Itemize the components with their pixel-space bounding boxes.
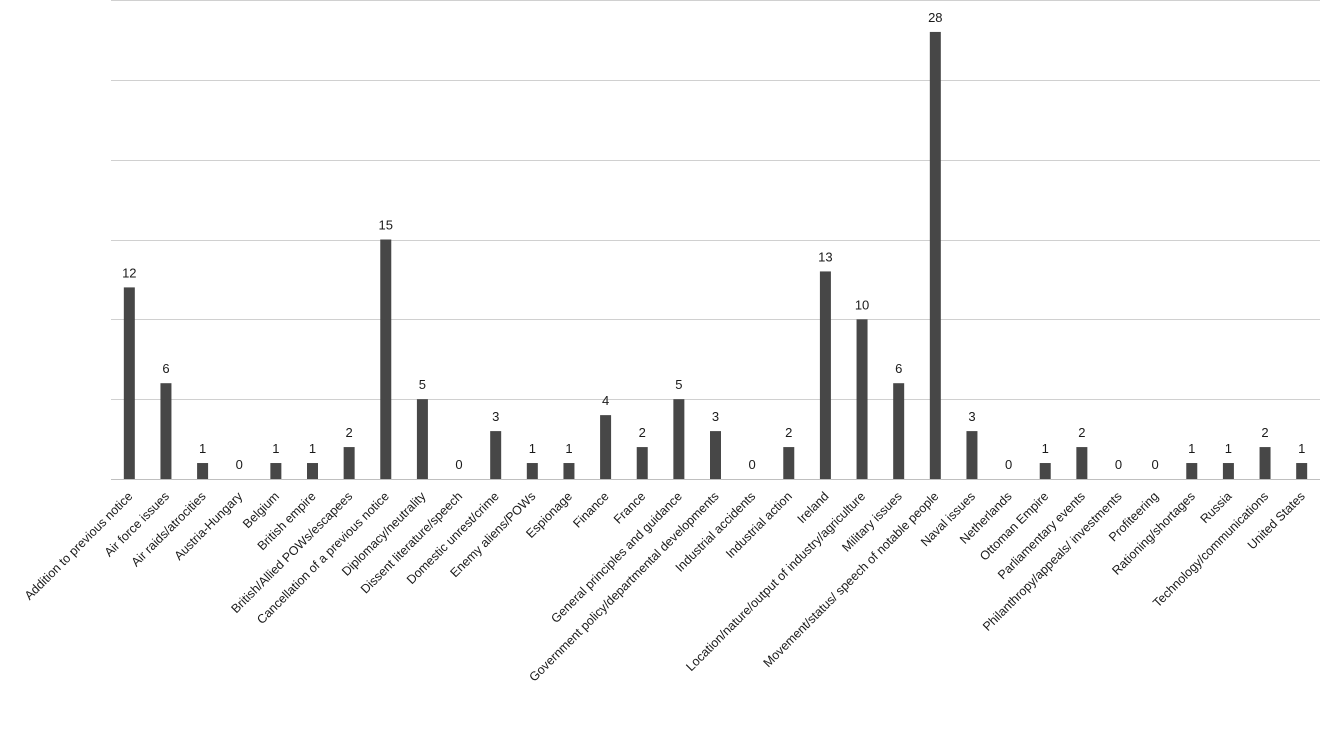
- data-label: 0: [236, 457, 243, 472]
- bar: [123, 287, 135, 479]
- data-label: 0: [455, 457, 462, 472]
- data-label: 1: [1298, 441, 1305, 456]
- bar: [343, 447, 355, 479]
- data-label: 4: [602, 393, 609, 408]
- bar: [1296, 463, 1308, 479]
- bar: [270, 463, 282, 479]
- data-label: 1: [1225, 441, 1232, 456]
- bar: [1039, 463, 1051, 479]
- bar: [490, 431, 502, 479]
- data-label: 15: [379, 218, 393, 233]
- bar: [1076, 447, 1088, 479]
- bar: [526, 463, 538, 479]
- data-label: 0: [749, 457, 756, 472]
- bar: [856, 319, 868, 479]
- bar: [673, 399, 685, 479]
- data-label: 2: [785, 425, 792, 440]
- data-label: 3: [968, 409, 975, 424]
- data-label: 10: [855, 297, 869, 312]
- bar: [416, 399, 428, 479]
- data-label: 0: [1115, 457, 1122, 472]
- data-label: 5: [419, 377, 426, 392]
- data-label: 28: [928, 10, 942, 25]
- bar: [929, 31, 941, 480]
- bar: [307, 463, 318, 479]
- bar: [1222, 463, 1234, 479]
- bar: [160, 383, 172, 479]
- data-label: 1: [272, 441, 279, 456]
- data-label: 2: [1078, 425, 1085, 440]
- data-label: 3: [712, 409, 719, 424]
- category-label: Finance: [570, 489, 611, 530]
- bars: [123, 31, 1308, 480]
- category-label: Movement/status/ speech of notable peopl…: [761, 489, 942, 670]
- category-label: Austria-Hungary: [172, 489, 246, 563]
- bar: [563, 463, 575, 479]
- bar: [893, 383, 905, 479]
- data-label: 6: [895, 361, 902, 376]
- data-label: 2: [1261, 425, 1268, 440]
- bar: [380, 239, 392, 479]
- data-label: 1: [1188, 441, 1195, 456]
- gridlines: [111, 0, 1320, 480]
- data-label: 0: [1152, 457, 1159, 472]
- data-label: 1: [1042, 441, 1049, 456]
- bar: [1259, 447, 1271, 479]
- data-label: 12: [122, 265, 136, 280]
- bar: [819, 271, 831, 479]
- data-label: 0: [1005, 457, 1012, 472]
- category-label: Cancellation of a previous notice: [254, 489, 392, 627]
- category-label: Air force issues: [102, 489, 172, 559]
- data-label: 1: [565, 441, 572, 456]
- category-label: Industrial action: [723, 489, 795, 561]
- data-label: 5: [675, 377, 682, 392]
- data-label: 2: [639, 425, 646, 440]
- data-label: 1: [309, 441, 316, 456]
- bar: [600, 415, 612, 479]
- bar: [966, 431, 978, 479]
- data-label: 6: [162, 361, 169, 376]
- bar: [783, 447, 795, 479]
- data-label: 2: [346, 425, 353, 440]
- bar: [197, 463, 209, 479]
- bar: [1186, 463, 1198, 479]
- data-label: 1: [529, 441, 536, 456]
- data-label: 1: [199, 441, 206, 456]
- data-label: 3: [492, 409, 499, 424]
- bar: [636, 447, 648, 479]
- data-label: 13: [818, 249, 832, 264]
- bar: [710, 431, 721, 479]
